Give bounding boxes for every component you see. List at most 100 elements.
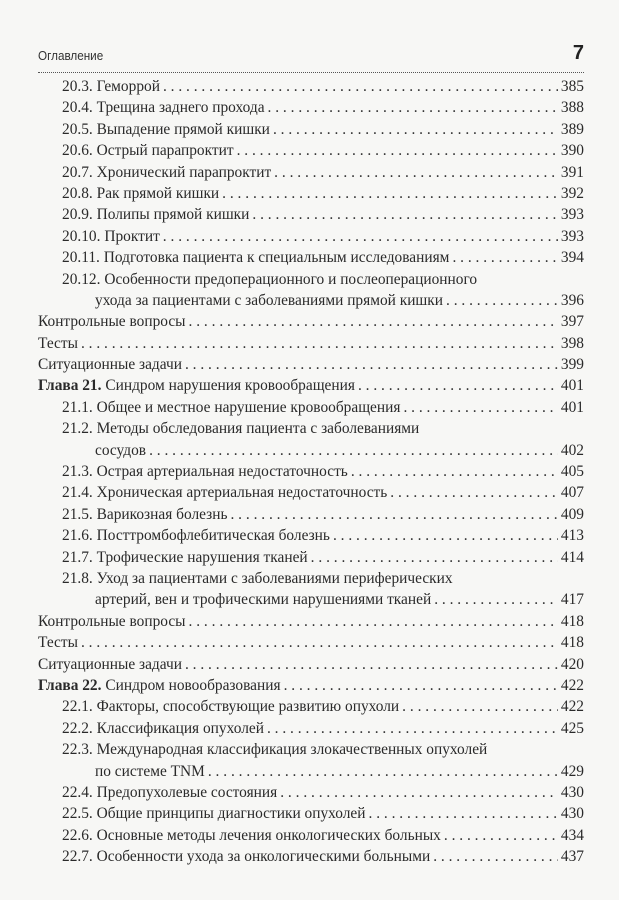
toc-entry-section[interactable]: 20.8. Рак прямой кишки 392 bbox=[38, 183, 584, 204]
entry-title: 21.4. Хроническая артериальная недостато… bbox=[62, 484, 388, 502]
entry-title: 22.1. Факторы, способствующие развитию о… bbox=[62, 698, 400, 716]
entry-page: 390 bbox=[560, 142, 584, 160]
entry-title: 20.5. Выпадение прямой кишки bbox=[62, 120, 270, 138]
entry-page: 388 bbox=[560, 99, 584, 117]
entry-page: 420 bbox=[560, 655, 584, 673]
toc-entry-top[interactable]: Контрольные вопросы 397 bbox=[38, 311, 584, 332]
entry-title: Ситуационные задачи bbox=[38, 655, 182, 673]
entry-page: 418 bbox=[560, 634, 584, 652]
entry-page: 385 bbox=[560, 78, 584, 95]
dot-leader bbox=[265, 97, 558, 118]
toc-entry-top[interactable]: Контрольные вопросы 418 bbox=[38, 611, 584, 632]
toc-entry-section[interactable]: 22.5. Общие принципы диагностики опухоле… bbox=[38, 803, 584, 824]
entry-title: 22.5. Общие принципы диагностики опухоле… bbox=[62, 805, 366, 823]
toc-entry-top[interactable]: Глава 21. Синдром нарушения кровообращен… bbox=[38, 375, 584, 396]
toc-entry-section[interactable]: 20.11. Подготовка пациента к специальным… bbox=[38, 247, 584, 268]
toc-entry-section[interactable]: 21.6. Посттромбофлебитическая болезнь 413 bbox=[38, 525, 584, 546]
toc-line: 22.7. Особенности ухода за онкологически… bbox=[38, 846, 584, 867]
toc-entry-section[interactable]: 20.3. Геморрой 385 bbox=[38, 76, 584, 97]
running-header: Оглавление 7 bbox=[38, 42, 584, 70]
toc-line: 20.3. Геморрой 385 bbox=[38, 76, 584, 97]
toc-line: 21.7. Трофические нарушения тканей 414 bbox=[38, 547, 584, 568]
dot-leader bbox=[430, 846, 558, 867]
dot-leader bbox=[78, 632, 558, 653]
page-number: 7 bbox=[572, 42, 584, 64]
toc-line: Тесты 418 bbox=[38, 632, 584, 653]
toc-line: Ситуационные задачи 399 bbox=[38, 354, 584, 375]
toc-entry-section[interactable]: 21.5. Варикозная болезнь 409 bbox=[38, 504, 584, 525]
toc-line: 21.3. Острая артериальная недостаточност… bbox=[38, 461, 584, 482]
chapter-label: Глава 22. bbox=[38, 676, 102, 694]
toc-line: Глава 22. Синдром новообразования 422 bbox=[38, 675, 584, 696]
entry-title: Контрольные вопросы bbox=[38, 612, 186, 630]
entry-title: 21.5. Варикозная болезнь bbox=[62, 505, 228, 523]
toc-entry-section[interactable]: 22.3. Международная классификация злокач… bbox=[38, 739, 584, 782]
toc-entry-top[interactable]: Ситуационные задачи 420 bbox=[38, 654, 584, 675]
dot-leader bbox=[249, 204, 558, 225]
toc-line: сосудов 402 bbox=[38, 440, 584, 461]
entry-title: 20.8. Рак прямой кишки bbox=[62, 184, 220, 202]
toc-entry-section[interactable]: 20.6. Острый парапроктит 390 bbox=[38, 140, 584, 161]
entry-title: 21.7. Трофические нарушения тканей bbox=[62, 548, 308, 566]
entry-page: 434 bbox=[560, 826, 584, 844]
toc-entry-section[interactable]: 21.1. Общее и местное нарушение кровообр… bbox=[38, 397, 584, 418]
entry-title: сосудов bbox=[95, 441, 147, 459]
entry-title: Глава 22. Синдром новообразования bbox=[38, 676, 281, 694]
header-dotted-rule bbox=[38, 72, 584, 73]
entry-title: артерий, вен и трофическими нарушениями … bbox=[95, 591, 432, 609]
toc-entry-section[interactable]: 22.7. Особенности ухода за онкологически… bbox=[38, 846, 584, 867]
entry-title: Ситуационные задачи bbox=[38, 356, 182, 374]
toc-entry-top[interactable]: Тесты 398 bbox=[38, 333, 584, 354]
toc-entry-section[interactable]: 20.5. Выпадение прямой кишки 389 bbox=[38, 119, 584, 140]
toc-line: Контрольные вопросы 397 bbox=[38, 311, 584, 332]
toc-entry-section[interactable]: 20.9. Полипы прямой кишки 393 bbox=[38, 204, 584, 225]
toc-line: 22.6. Основные методы лечения онкологиче… bbox=[38, 825, 584, 846]
entry-title: Глава 21. Синдром нарушения кровообращен… bbox=[38, 377, 355, 395]
entry-title: 20.3. Геморрой bbox=[62, 78, 160, 95]
toc-line: 20.8. Рак прямой кишки 392 bbox=[38, 183, 584, 204]
dot-leader bbox=[281, 675, 558, 696]
toc-line: 20.5. Выпадение прямой кишки 389 bbox=[38, 119, 584, 140]
toc-entry-top[interactable]: Тесты 418 bbox=[38, 632, 584, 653]
toc-entry-section[interactable]: 21.8. Уход за пациентами с заболеваниями… bbox=[38, 568, 584, 611]
entry-title: 21.6. Посттромбофлебитическая болезнь bbox=[62, 527, 330, 545]
toc-entry-section[interactable]: 20.7. Хронический парапроктит 391 bbox=[38, 162, 584, 183]
toc-line: по системе TNM 429 bbox=[38, 761, 584, 782]
toc-entry-section[interactable]: 22.4. Предопухолевые состояния 430 bbox=[38, 782, 584, 803]
dot-leader bbox=[399, 696, 558, 717]
toc-entry-section[interactable]: 21.3. Острая артериальная недостаточност… bbox=[38, 461, 584, 482]
entry-page: 389 bbox=[560, 120, 584, 138]
entry-page: 405 bbox=[560, 463, 584, 481]
entry-page: 422 bbox=[560, 676, 584, 694]
dot-leader bbox=[277, 782, 558, 803]
entry-title: 20.6. Острый парапроктит bbox=[62, 142, 234, 160]
entry-page: 437 bbox=[560, 848, 584, 866]
entry-page: 414 bbox=[560, 548, 584, 566]
toc-line: ухода за пациентами с заболеваниями прям… bbox=[38, 290, 584, 311]
toc-entry-section[interactable]: 22.1. Факторы, способствующие развитию о… bbox=[38, 696, 584, 717]
entry-title: Тесты bbox=[38, 634, 78, 652]
toc-entry-section[interactable]: 20.12. Особенности предоперационного и п… bbox=[38, 269, 584, 312]
toc-entry-section[interactable]: 20.4. Трещина заднего прохода 388 bbox=[38, 97, 584, 118]
dot-leader bbox=[186, 611, 558, 632]
toc-entry-section[interactable]: 21.7. Трофические нарушения тканей 414 bbox=[38, 547, 584, 568]
entry-page: 430 bbox=[560, 783, 584, 801]
toc-entry-section[interactable]: 22.2. Классификация опухолей 425 bbox=[38, 718, 584, 739]
entry-title: по системе TNM bbox=[95, 762, 205, 780]
toc-entry-section[interactable]: 21.2. Методы обследования пациента с заб… bbox=[38, 418, 584, 461]
entry-page: 402 bbox=[560, 441, 584, 459]
toc-entry-top[interactable]: Ситуационные задачи 399 bbox=[38, 354, 584, 375]
toc-entry-top[interactable]: Глава 22. Синдром новообразования 422 bbox=[38, 675, 584, 696]
entry-title: 22.6. Основные методы лечения онкологиче… bbox=[62, 826, 441, 844]
dot-leader bbox=[366, 803, 558, 824]
toc-line: 20.11. Подготовка пациента к специальным… bbox=[38, 247, 584, 268]
toc-entry-section[interactable]: 22.6. Основные методы лечения онкологиче… bbox=[38, 825, 584, 846]
toc-line: 22.1. Факторы, способствующие развитию о… bbox=[38, 696, 584, 717]
entry-page: 396 bbox=[560, 291, 584, 309]
dot-leader bbox=[443, 290, 558, 311]
toc-entry-section[interactable]: 21.4. Хроническая артериальная недостато… bbox=[38, 482, 584, 503]
entry-page: 398 bbox=[560, 334, 584, 352]
toc-entry-section[interactable]: 20.10. Проктит 393 bbox=[38, 226, 584, 247]
entry-page: 399 bbox=[560, 356, 584, 374]
dot-leader bbox=[330, 525, 558, 546]
